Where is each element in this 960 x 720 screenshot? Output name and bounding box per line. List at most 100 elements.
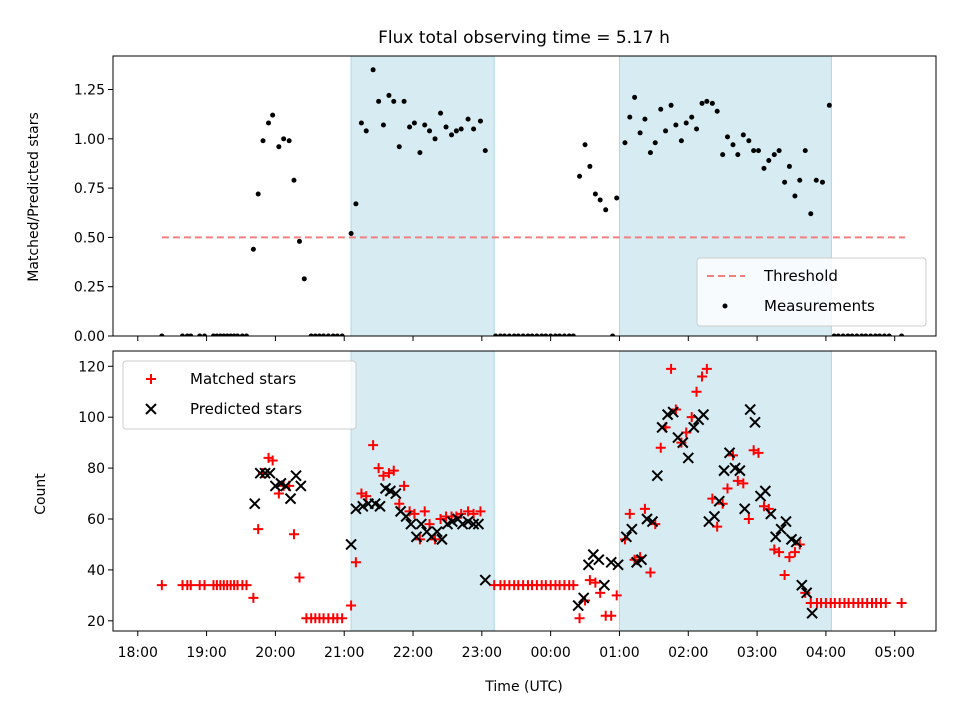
data-point bbox=[806, 607, 818, 619]
data-point bbox=[548, 333, 554, 336]
data-point bbox=[390, 487, 402, 500]
data-point bbox=[886, 333, 892, 336]
data-point bbox=[415, 518, 427, 530]
data-point bbox=[477, 118, 483, 124]
data-point bbox=[577, 592, 590, 604]
data-point bbox=[266, 120, 272, 126]
data-point bbox=[493, 333, 499, 336]
data-point bbox=[738, 478, 749, 489]
data-point bbox=[881, 333, 887, 336]
data-point bbox=[854, 333, 860, 336]
data-point bbox=[658, 106, 664, 112]
data-point bbox=[449, 132, 455, 138]
data-point bbox=[771, 152, 777, 158]
data-point bbox=[361, 491, 372, 502]
data-point bbox=[626, 523, 638, 535]
data-point bbox=[584, 575, 595, 586]
data-point bbox=[432, 136, 438, 142]
plot-area bbox=[156, 363, 907, 624]
data-point bbox=[316, 333, 322, 336]
observing-window-2 bbox=[618, 350, 832, 632]
data-point bbox=[374, 500, 386, 512]
data-point bbox=[345, 538, 357, 551]
data-point bbox=[667, 406, 679, 418]
data-point bbox=[744, 403, 756, 416]
data-point bbox=[574, 613, 585, 624]
top-y-axis-label: Matched/Predicted stars bbox=[26, 112, 42, 282]
data-point bbox=[868, 333, 874, 336]
data-point bbox=[714, 108, 720, 114]
data-point bbox=[288, 529, 299, 540]
data-point bbox=[775, 523, 787, 535]
data-point bbox=[497, 333, 503, 336]
data-point bbox=[250, 246, 256, 252]
data-point bbox=[645, 567, 656, 578]
y-tick-label: 120 bbox=[78, 359, 105, 375]
data-point bbox=[790, 536, 803, 548]
data-point bbox=[467, 518, 480, 530]
data-point bbox=[472, 518, 485, 530]
legend-plus-swatch bbox=[146, 374, 156, 384]
data-point bbox=[380, 122, 386, 128]
x-tick-label: 19:00 bbox=[186, 645, 226, 661]
y-tick-label: 0.75 bbox=[74, 181, 105, 197]
data-point bbox=[260, 138, 266, 144]
data-point bbox=[614, 195, 620, 201]
data-point bbox=[202, 333, 208, 336]
data-point bbox=[276, 144, 282, 150]
data-point bbox=[627, 114, 633, 120]
data-point bbox=[749, 416, 761, 428]
data-point bbox=[723, 447, 736, 459]
x-tick-label: 00:00 bbox=[530, 645, 570, 661]
data-point bbox=[673, 122, 679, 128]
data-point bbox=[312, 333, 318, 336]
data-point bbox=[394, 498, 405, 509]
data-point bbox=[572, 599, 584, 612]
series-predicted-stars bbox=[249, 403, 818, 619]
data-point bbox=[284, 492, 297, 505]
data-point bbox=[786, 163, 792, 169]
data-point bbox=[511, 333, 517, 336]
legend-label: Threshold bbox=[763, 267, 838, 285]
data-point bbox=[378, 470, 389, 481]
data-point bbox=[350, 503, 362, 515]
data-point bbox=[399, 480, 410, 491]
observing-window-1 bbox=[350, 55, 495, 337]
data-point bbox=[780, 515, 792, 528]
data-point bbox=[655, 442, 666, 453]
x-tick-label: 18:00 bbox=[118, 645, 158, 661]
data-point bbox=[831, 333, 837, 336]
y-tick-label: 0.00 bbox=[74, 329, 105, 345]
data-point bbox=[291, 177, 297, 183]
data-point bbox=[647, 150, 653, 156]
data-point bbox=[346, 600, 357, 611]
data-point bbox=[709, 100, 715, 106]
data-point bbox=[646, 515, 659, 528]
data-point bbox=[612, 559, 624, 571]
data-point bbox=[746, 138, 752, 144]
data-point bbox=[713, 495, 725, 507]
series-measurements bbox=[159, 67, 905, 336]
data-point bbox=[577, 173, 583, 179]
data-point bbox=[296, 238, 302, 244]
data-point bbox=[286, 138, 292, 144]
data-point bbox=[294, 572, 305, 583]
data-point bbox=[502, 333, 508, 336]
y-tick-label: 1.25 bbox=[74, 83, 105, 99]
data-point bbox=[334, 333, 340, 336]
data-point bbox=[802, 148, 808, 154]
data-point bbox=[515, 333, 521, 336]
legend-x-swatch bbox=[145, 403, 157, 415]
data-point bbox=[520, 333, 526, 336]
x-tick-label: 20:00 bbox=[255, 645, 295, 661]
data-point bbox=[295, 480, 307, 492]
data-point bbox=[624, 508, 635, 519]
data-point bbox=[534, 333, 540, 336]
data-point bbox=[482, 148, 488, 154]
legend-box bbox=[122, 360, 357, 430]
data-point bbox=[689, 114, 695, 120]
data-point bbox=[570, 333, 576, 336]
y-tick-label: 80 bbox=[87, 461, 105, 477]
data-point bbox=[557, 333, 563, 336]
data-point bbox=[525, 333, 531, 336]
